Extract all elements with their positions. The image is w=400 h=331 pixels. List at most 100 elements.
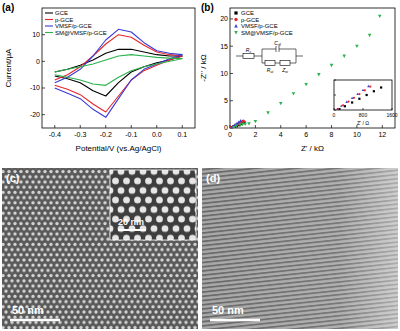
legend-label: GCE [55, 10, 68, 16]
tem-shading [202, 168, 398, 329]
x-tick [255, 125, 256, 128]
legend-swatch [234, 11, 237, 14]
legend-label: SM@VMSF/p-GCE [55, 30, 107, 36]
y-tick-label: 5 [224, 97, 228, 104]
point [380, 86, 382, 88]
legend-label: VMSF/p-GCE [55, 23, 92, 29]
legend-swatch [234, 18, 237, 21]
legend-label: GCE [241, 10, 254, 16]
tem-background [202, 168, 398, 329]
plot-frame [334, 80, 392, 110]
chart: 02468101205101520Z' / kΩ-Z'' / kΩ(b)GCEp… [199, 2, 395, 153]
legend-swatch [45, 19, 53, 20]
point [369, 85, 371, 87]
x-tick-label: 800 [359, 112, 368, 118]
x-tick [105, 125, 106, 128]
legend-swatch [234, 24, 238, 27]
x-tick-label: -0.2 [100, 131, 112, 138]
point [340, 105, 342, 107]
x-tick [80, 125, 81, 128]
x-tick [131, 125, 132, 128]
legend-swatch [45, 12, 53, 13]
point [336, 108, 338, 110]
scale-bar [118, 229, 146, 231]
point [351, 101, 353, 103]
y-tick-label: -20 [30, 111, 40, 118]
data-group [230, 15, 382, 128]
point [342, 55, 346, 58]
circuit-wire [262, 63, 265, 64]
y-tick [334, 95, 336, 96]
tem-background [2, 168, 198, 329]
equivalent-circuit: RsCdlRctZw [236, 40, 303, 74]
point [355, 45, 359, 48]
y-tick [230, 18, 233, 19]
point [292, 92, 296, 95]
circuit-label: Cdl [274, 40, 281, 47]
point [242, 120, 245, 123]
point [266, 111, 270, 114]
point [304, 83, 308, 86]
legend-swatch [45, 25, 53, 26]
x-axis-label: Potential/V (vs.Ag/AgCl) [76, 144, 162, 153]
y-tick-label: 0 [224, 124, 228, 131]
point [238, 123, 242, 126]
point [247, 122, 251, 125]
x-tick-label: 1600 [386, 112, 397, 118]
subscript: w [285, 70, 288, 74]
legend-label: SM@VMSF/p-GCE [241, 30, 293, 36]
figure: -0.4-0.3-0.2-0.10.00.1-20-10010Potential… [0, 0, 400, 331]
point [336, 108, 338, 110]
scale-bar-label: 50 nm [212, 304, 244, 316]
x-tick [156, 125, 157, 128]
circuit-wire [296, 56, 303, 57]
point [347, 100, 349, 102]
y-tick [42, 61, 45, 62]
point [279, 102, 283, 105]
circuit-label: Rct [267, 67, 274, 74]
x-tick-label: 4 [279, 131, 283, 138]
tem-image-c: 20 nm50 nm(c) [2, 168, 198, 329]
point [232, 126, 236, 128]
x-tick-label: 12 [378, 131, 386, 138]
x-tick-label: 0 [333, 112, 336, 118]
legend-label: VMSF/p-GCE [241, 23, 278, 29]
point [243, 123, 247, 126]
tem-image-d: 50 nm(d) [202, 168, 398, 329]
circuit-wire [290, 63, 296, 64]
circuit-element [243, 54, 254, 59]
x-tick-label: -0.3 [74, 131, 86, 138]
point [367, 85, 369, 87]
legend-swatch [234, 31, 238, 34]
plot-frame [42, 8, 195, 128]
point [358, 98, 360, 100]
y-axis-label: -Z'' / kΩ [199, 54, 208, 81]
x-tick-label: -0.1 [125, 131, 137, 138]
point [351, 97, 353, 99]
x-tick [182, 125, 183, 128]
point [356, 93, 358, 95]
subscript: dl [278, 43, 281, 47]
y-tick [230, 73, 233, 74]
x-tick [382, 125, 383, 128]
data-group [336, 85, 382, 110]
point [235, 124, 239, 127]
x-tick-label: 0 [228, 131, 232, 138]
panel-label: (a) [2, 2, 14, 13]
x-tick-label: 6 [304, 131, 308, 138]
y-tick [230, 46, 233, 47]
y-tick [42, 114, 45, 115]
point [362, 89, 364, 91]
circuit-label: Rs [246, 47, 252, 54]
circuit-wire [275, 63, 280, 64]
x-tick-label: 10 [353, 131, 361, 138]
y-tick-label: 10 [32, 31, 40, 38]
y-tick-label: -10 [30, 84, 40, 91]
point [368, 34, 372, 37]
circuit-element [280, 61, 290, 66]
point [378, 15, 382, 18]
point [239, 119, 243, 122]
tem-inset [110, 170, 196, 240]
y-tick-label: 20 [220, 15, 228, 22]
y-tick [42, 34, 45, 35]
